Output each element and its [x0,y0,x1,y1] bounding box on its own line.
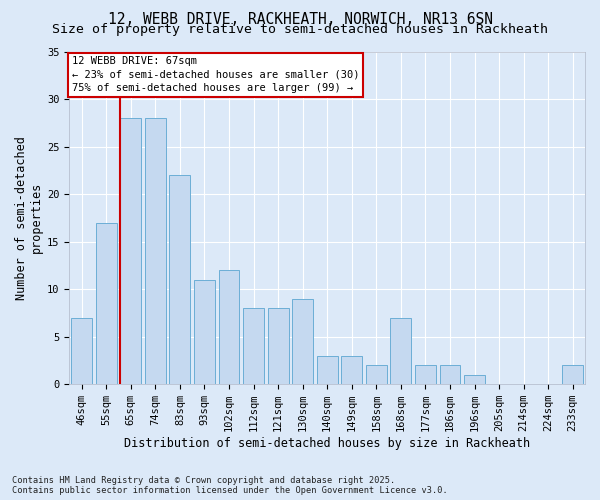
Text: Contains HM Land Registry data © Crown copyright and database right 2025.
Contai: Contains HM Land Registry data © Crown c… [12,476,448,495]
Bar [317,356,338,384]
X-axis label: Distribution of semi-detached houses by size in Rackheath: Distribution of semi-detached houses by … [124,437,530,450]
Bar [268,308,289,384]
Bar [341,356,362,384]
Bar [194,280,215,384]
Bar [145,118,166,384]
Text: 12 WEBB DRIVE: 67sqm
← 23% of semi-detached houses are smaller (30)
75% of semi-: 12 WEBB DRIVE: 67sqm ← 23% of semi-detac… [72,56,359,93]
Bar [391,318,411,384]
Bar [292,298,313,384]
Text: Size of property relative to semi-detached houses in Rackheath: Size of property relative to semi-detach… [52,22,548,36]
Bar [218,270,239,384]
Bar [562,365,583,384]
Bar [121,118,141,384]
Y-axis label: Number of semi-detached
properties: Number of semi-detached properties [15,136,43,300]
Bar [71,318,92,384]
Bar [464,374,485,384]
Bar [440,365,460,384]
Bar [415,365,436,384]
Bar [169,175,190,384]
Bar [366,365,387,384]
Text: 12, WEBB DRIVE, RACKHEATH, NORWICH, NR13 6SN: 12, WEBB DRIVE, RACKHEATH, NORWICH, NR13… [107,12,493,28]
Bar [243,308,264,384]
Bar [96,222,116,384]
